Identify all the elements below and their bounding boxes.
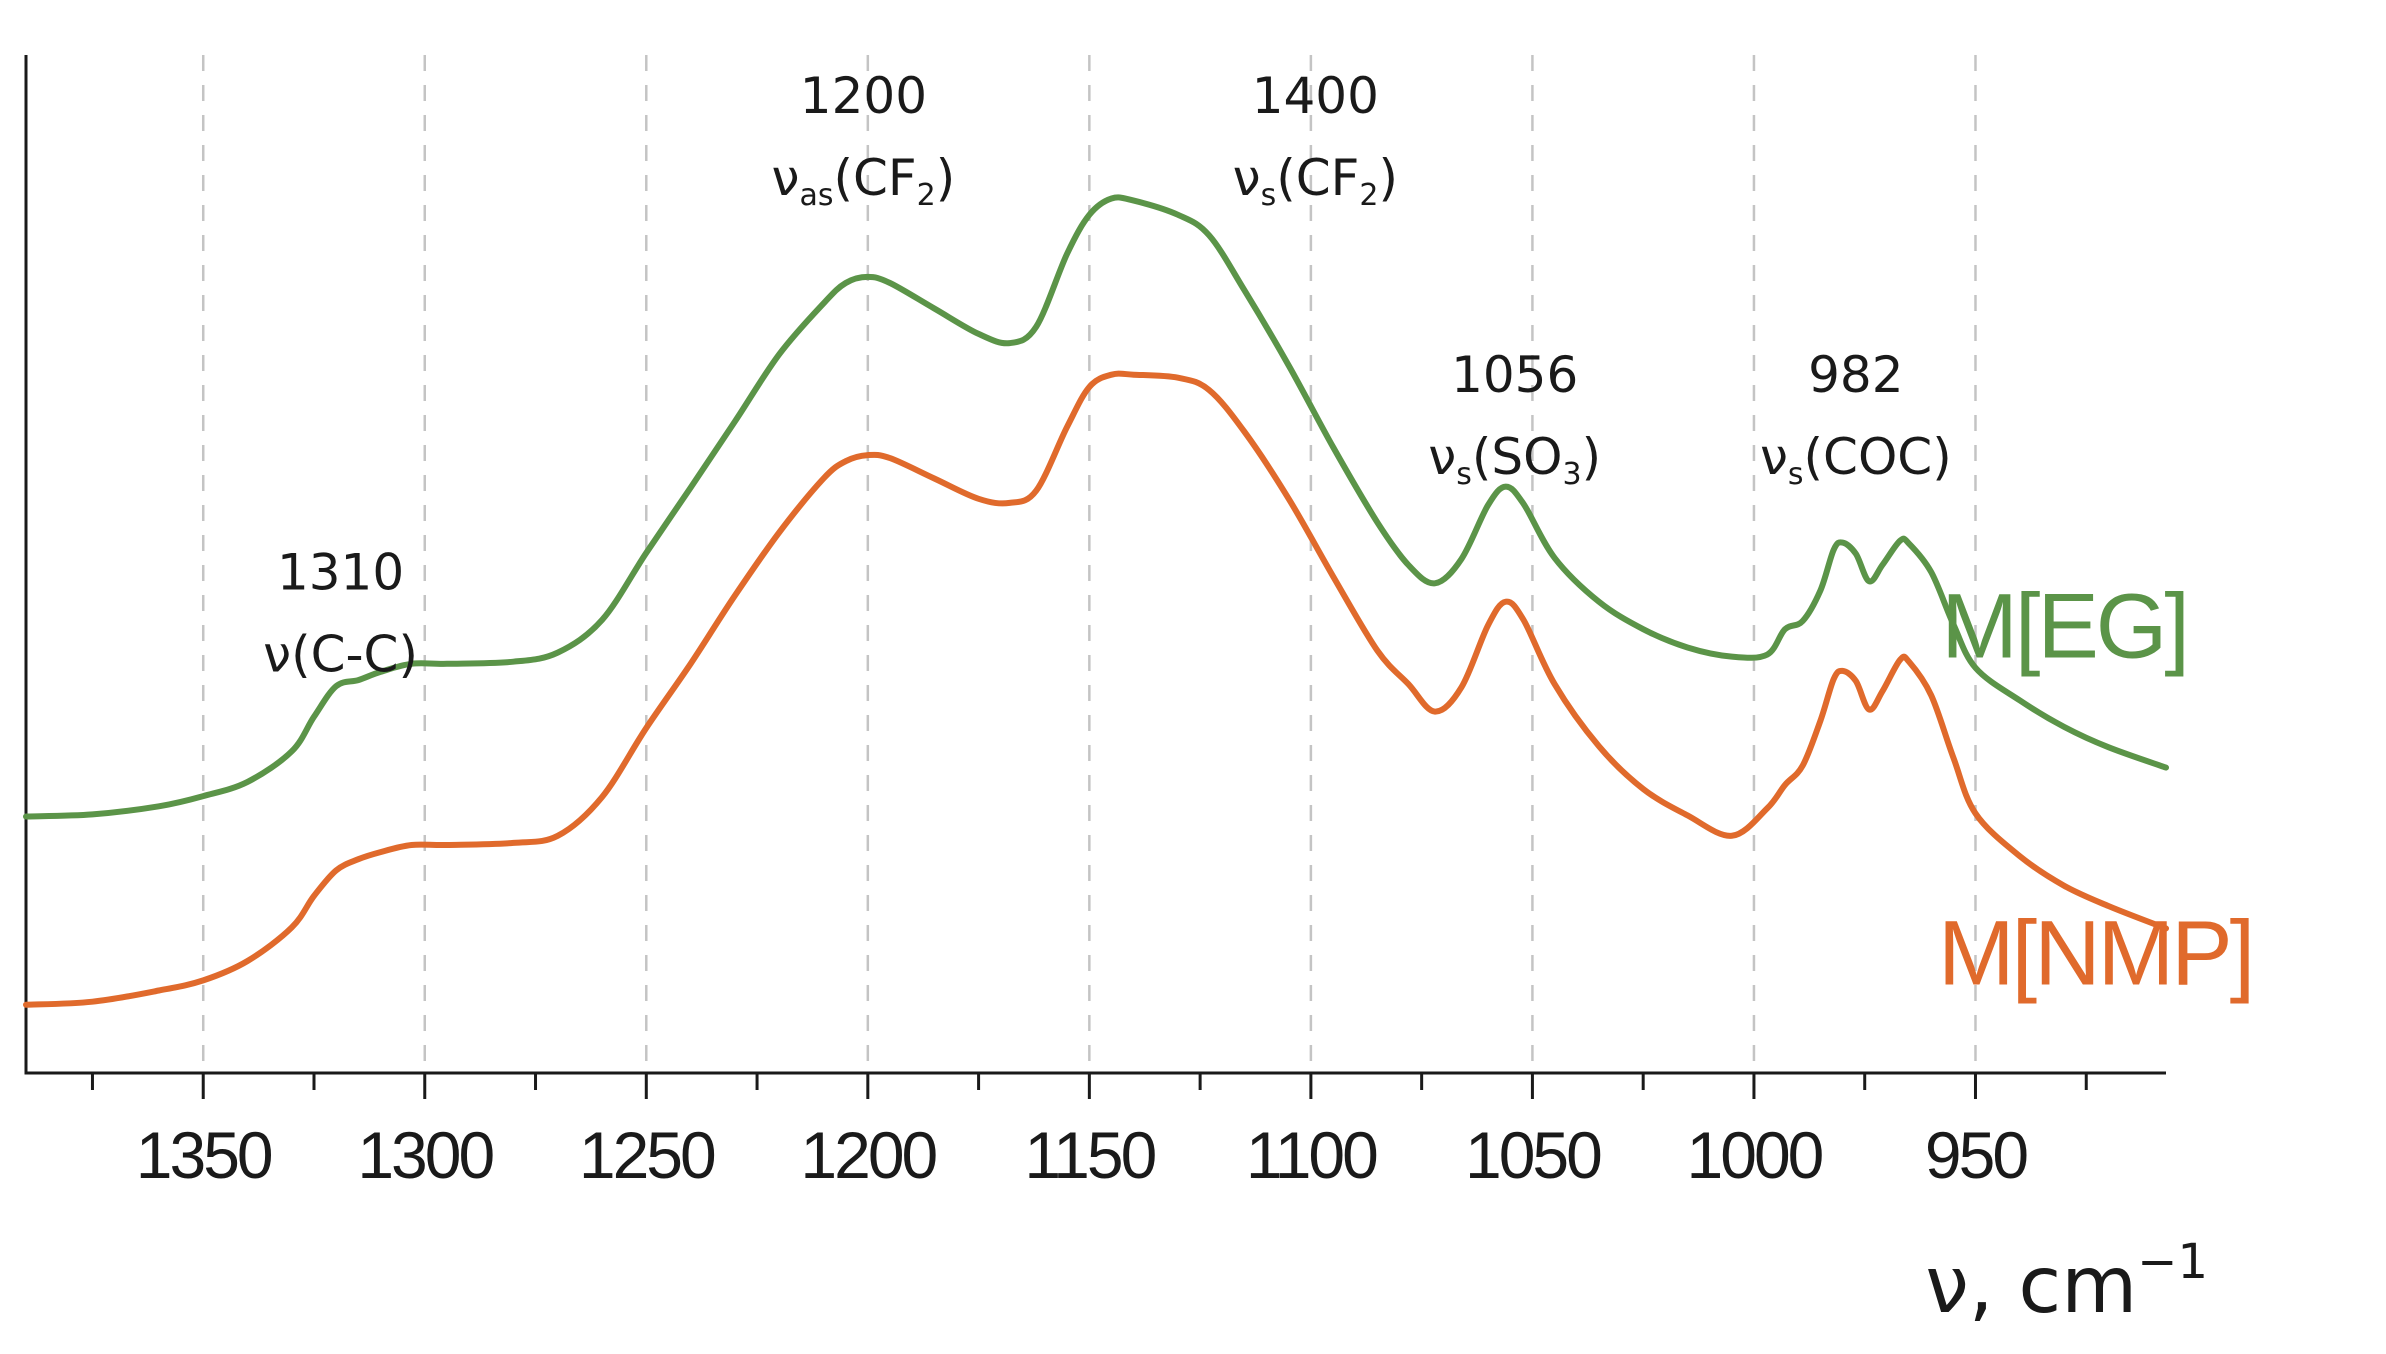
x-tick-label-1050: 1050 [1465,1118,1601,1192]
x-axis-label: ν, cm−1 [1925,1234,2208,1331]
x-tick-label-1200: 1200 [800,1118,936,1192]
x-tick-label-1300: 1300 [357,1118,493,1192]
series-labels: M[EG] M[NMP] [1938,576,2255,1005]
series-lines [23,194,2169,1008]
peak-assignment: νas(CF2) [772,149,956,213]
series-line-m-eg [23,194,2169,820]
grid-lines [201,55,1977,1073]
peak-annotation-1200: 1200 νas(CF2) [772,67,956,213]
series-label-m-eg: M[EG] [1941,576,2187,678]
peak-annotation-1310: 1310 ν(C-C) [263,543,418,683]
peak-assignment: νs(SO3) [1428,428,1601,492]
peak-wavenumber: 1310 [277,543,404,601]
x-tick-label-1350: 1350 [136,1118,272,1192]
x-axis-title: ν, cm−1 [1925,1234,2208,1331]
peak-annotation-1400: 1400 νs(CF2) [1233,67,1398,213]
x-tick-label-1000: 1000 [1687,1118,1823,1192]
peak-assignment: ν(C-C) [263,625,418,683]
x-tick-label-1100: 1100 [1246,1118,1377,1192]
axes: 1350 1300 1250 1200 1150 1100 1050 1000 950 [24,55,2166,1192]
x-tick-label-1150: 1150 [1024,1118,1155,1192]
peak-annotation-1056: 1056 νs(SO3) [1428,346,1601,492]
peak-assignment: νs(CF2) [1233,149,1398,213]
peak-annotations: 1310 ν(C-C) 1200 νas(CF2) 1400 νs(CF2) 1056 νs(… [263,67,1952,683]
peak-wavenumber: 982 [1808,346,1903,404]
x-tick-label-950: 950 [1925,1118,2027,1192]
peak-wavenumber: 1056 [1451,346,1578,404]
x-tick-label-1250: 1250 [579,1118,715,1192]
peak-wavenumber: 1200 [800,67,927,125]
peak-assignment: νs(COC) [1760,428,1952,492]
peak-wavenumber: 1400 [1252,67,1379,125]
series-label-m-nmp: M[NMP] [1938,902,2252,1004]
peak-annotation-982: 982 νs(COC) [1760,346,1952,492]
series-line-m-nmp [23,370,2169,1008]
